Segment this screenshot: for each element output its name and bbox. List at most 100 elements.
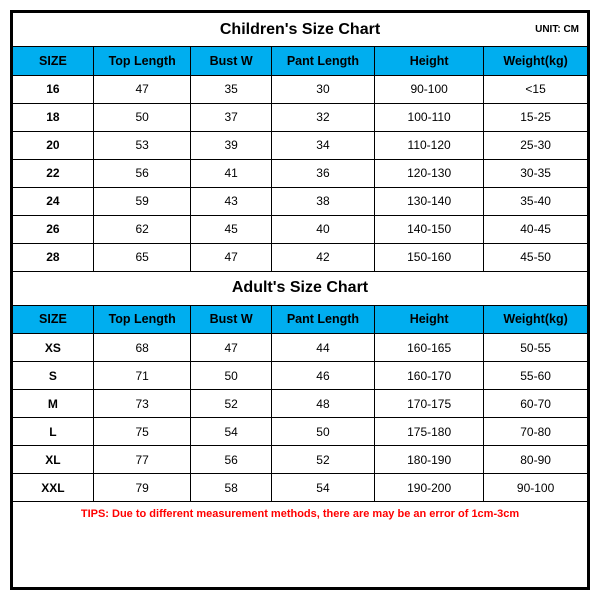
cell: 120-130 bbox=[375, 159, 484, 187]
table-row: XL775652180-19080-90 bbox=[13, 446, 587, 474]
cell: <15 bbox=[484, 75, 587, 103]
cell: 47 bbox=[191, 243, 271, 271]
cell: 44 bbox=[271, 334, 374, 362]
adult-header-row: SIZE Top Length Bust W Pant Length Heigh… bbox=[13, 306, 587, 334]
cell: 77 bbox=[93, 446, 191, 474]
cell: 28 bbox=[13, 243, 93, 271]
cell: 55-60 bbox=[484, 362, 587, 390]
adult-title-row: Adult's Size Chart bbox=[13, 272, 587, 306]
cell: 38 bbox=[271, 187, 374, 215]
table-row: L755450175-18070-80 bbox=[13, 418, 587, 446]
table-row: 1647353090-100<15 bbox=[13, 75, 587, 103]
cell: 65 bbox=[93, 243, 191, 271]
children-header-row: SIZE Top Length Bust W Pant Length Heigh… bbox=[13, 47, 587, 75]
table-row: 26624540140-15040-45 bbox=[13, 215, 587, 243]
cell: 30-35 bbox=[484, 159, 587, 187]
cell: 39 bbox=[191, 131, 271, 159]
table-row: S715046160-17055-60 bbox=[13, 362, 587, 390]
col-size: SIZE bbox=[13, 47, 93, 75]
cell: 80-90 bbox=[484, 446, 587, 474]
cell: 42 bbox=[271, 243, 374, 271]
cell: 25-30 bbox=[484, 131, 587, 159]
cell: 43 bbox=[191, 187, 271, 215]
cell: 37 bbox=[191, 103, 271, 131]
cell: 62 bbox=[93, 215, 191, 243]
col-height: Height bbox=[375, 306, 484, 334]
cell: 90-100 bbox=[484, 474, 587, 502]
cell: 45-50 bbox=[484, 243, 587, 271]
table-row: 20533934110-12025-30 bbox=[13, 131, 587, 159]
cell: 52 bbox=[271, 446, 374, 474]
chart-frame: Children's Size Chart UNIT: CM SIZE Top … bbox=[10, 10, 590, 590]
cell: 53 bbox=[93, 131, 191, 159]
table-row: M735248170-17560-70 bbox=[13, 390, 587, 418]
col-pant-length: Pant Length bbox=[271, 47, 374, 75]
col-bust-w: Bust W bbox=[191, 306, 271, 334]
tips-text: TIPS: Due to different measurement metho… bbox=[13, 502, 587, 526]
cell: 45 bbox=[191, 215, 271, 243]
cell: 35 bbox=[191, 75, 271, 103]
col-pant-length: Pant Length bbox=[271, 306, 374, 334]
children-table: SIZE Top Length Bust W Pant Length Heigh… bbox=[13, 47, 587, 272]
cell: XXL bbox=[13, 474, 93, 502]
cell: 40-45 bbox=[484, 215, 587, 243]
cell: 79 bbox=[93, 474, 191, 502]
cell: 100-110 bbox=[375, 103, 484, 131]
table-row: 22564136120-13030-35 bbox=[13, 159, 587, 187]
cell: 58 bbox=[191, 474, 271, 502]
cell: 16 bbox=[13, 75, 93, 103]
col-top-length: Top Length bbox=[93, 47, 191, 75]
cell: 54 bbox=[191, 418, 271, 446]
cell: S bbox=[13, 362, 93, 390]
table-row: XXL795854190-20090-100 bbox=[13, 474, 587, 502]
cell: 130-140 bbox=[375, 187, 484, 215]
cell: 60-70 bbox=[484, 390, 587, 418]
cell: 75 bbox=[93, 418, 191, 446]
cell: 41 bbox=[191, 159, 271, 187]
cell: M bbox=[13, 390, 93, 418]
cell: 160-165 bbox=[375, 334, 484, 362]
cell: 50-55 bbox=[484, 334, 587, 362]
cell: 22 bbox=[13, 159, 93, 187]
cell: 47 bbox=[93, 75, 191, 103]
cell: 110-120 bbox=[375, 131, 484, 159]
cell: 52 bbox=[191, 390, 271, 418]
cell: 24 bbox=[13, 187, 93, 215]
table-row: 28654742150-16045-50 bbox=[13, 243, 587, 271]
table-row: XS684744160-16550-55 bbox=[13, 334, 587, 362]
unit-label: UNIT: CM bbox=[535, 24, 579, 35]
children-body: 1647353090-100<15 18503732100-11015-25 2… bbox=[13, 75, 587, 271]
cell: 46 bbox=[271, 362, 374, 390]
cell: 59 bbox=[93, 187, 191, 215]
col-top-length: Top Length bbox=[93, 306, 191, 334]
cell: 70-80 bbox=[484, 418, 587, 446]
cell: 48 bbox=[271, 390, 374, 418]
cell: L bbox=[13, 418, 93, 446]
col-weight: Weight(kg) bbox=[484, 47, 587, 75]
cell: 90-100 bbox=[375, 75, 484, 103]
cell: XL bbox=[13, 446, 93, 474]
adult-title: Adult's Size Chart bbox=[13, 279, 587, 297]
children-title: Children's Size Chart bbox=[13, 21, 587, 39]
col-height: Height bbox=[375, 47, 484, 75]
cell: 34 bbox=[271, 131, 374, 159]
cell: 56 bbox=[93, 159, 191, 187]
cell: 30 bbox=[271, 75, 374, 103]
cell: 56 bbox=[191, 446, 271, 474]
cell: 150-160 bbox=[375, 243, 484, 271]
adult-table: SIZE Top Length Bust W Pant Length Heigh… bbox=[13, 306, 587, 503]
cell: 50 bbox=[271, 418, 374, 446]
cell: 71 bbox=[93, 362, 191, 390]
cell: 180-190 bbox=[375, 446, 484, 474]
cell: 20 bbox=[13, 131, 93, 159]
cell: 47 bbox=[191, 334, 271, 362]
cell: 26 bbox=[13, 215, 93, 243]
adult-body: XS684744160-16550-55 S715046160-17055-60… bbox=[13, 334, 587, 502]
cell: 68 bbox=[93, 334, 191, 362]
cell: 36 bbox=[271, 159, 374, 187]
cell: 54 bbox=[271, 474, 374, 502]
col-bust-w: Bust W bbox=[191, 47, 271, 75]
cell: 170-175 bbox=[375, 390, 484, 418]
cell: 40 bbox=[271, 215, 374, 243]
cell: 35-40 bbox=[484, 187, 587, 215]
